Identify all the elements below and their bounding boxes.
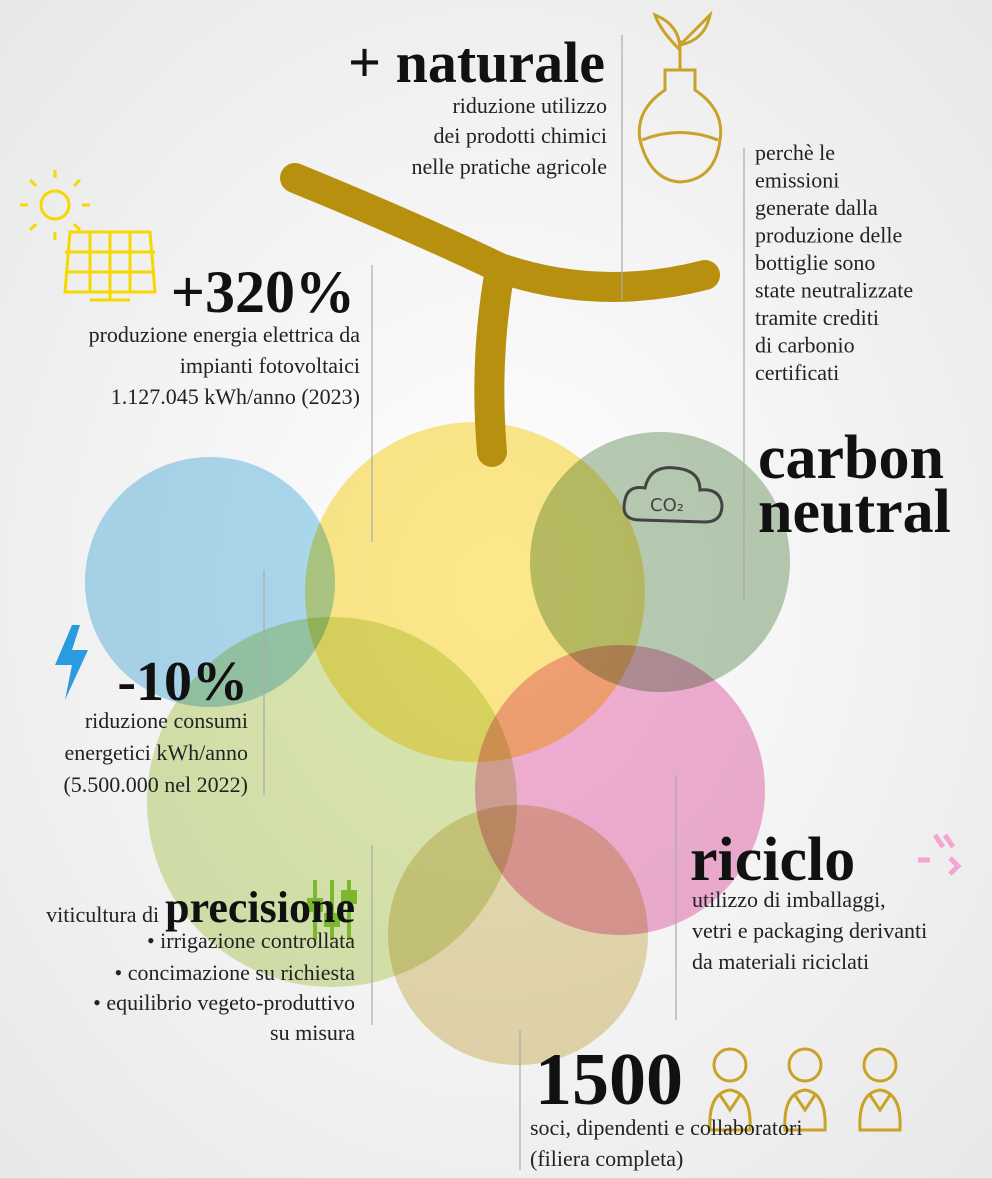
text-line: riduzione utilizzo <box>452 93 607 118</box>
text-line: produzione energia elettrica da <box>89 322 361 347</box>
text-line: (filiera completa) <box>530 1146 683 1171</box>
heading: +320% <box>171 259 355 325</box>
text-line: tramite crediti <box>755 305 879 330</box>
text-line: state neutralizzate <box>755 278 913 303</box>
infographic: CO₂ + naturale riduzione utilizzo dei pr… <box>0 0 992 1178</box>
text-line: (5.500.000 nel 2022) <box>63 772 248 797</box>
heading: -10% <box>117 651 248 713</box>
circle-beige <box>388 805 648 1065</box>
text-line: dei prodotti chimici <box>433 123 607 148</box>
text-line: su misura <box>270 1020 355 1045</box>
text-line: 1.127.045 kWh/anno (2023) <box>111 384 360 409</box>
text-line: vetri e packaging derivanti <box>692 918 927 943</box>
text-line: generate dalla <box>755 195 878 220</box>
text-line: di carbonio <box>755 333 855 358</box>
text-line: impianti fotovoltaici <box>180 353 360 378</box>
text-line: utilizzo di imballaggi, <box>692 887 886 912</box>
text-line: bottiglie sono <box>755 250 875 275</box>
text-line: • concimazione su richiesta <box>115 960 356 985</box>
text-line: produzione delle <box>755 223 902 248</box>
text-line: energetici kWh/anno <box>65 740 248 765</box>
heading: 1500 <box>535 1039 683 1121</box>
text-line: viticultura di <box>46 902 159 927</box>
heading: riciclo <box>690 826 855 894</box>
text-line: riduzione consumi <box>85 708 248 733</box>
heading: precisione <box>165 883 355 932</box>
heading: + naturale <box>348 30 605 95</box>
text-line: nelle pratiche agricole <box>412 154 607 179</box>
heading: neutral <box>758 478 951 546</box>
text-line: soci, dipendenti e collaboratori <box>530 1115 802 1140</box>
text-line: da materiali riciclati <box>692 949 869 974</box>
text-line: • equilibrio vegeto-produttivo <box>93 990 355 1015</box>
text-line: • irrigazione controllata <box>147 928 355 953</box>
svg-text:CO₂: CO₂ <box>650 495 684 516</box>
text-line: perchè le <box>755 140 835 165</box>
text-line: certificati <box>755 360 839 385</box>
text-line: emissioni <box>755 168 839 193</box>
